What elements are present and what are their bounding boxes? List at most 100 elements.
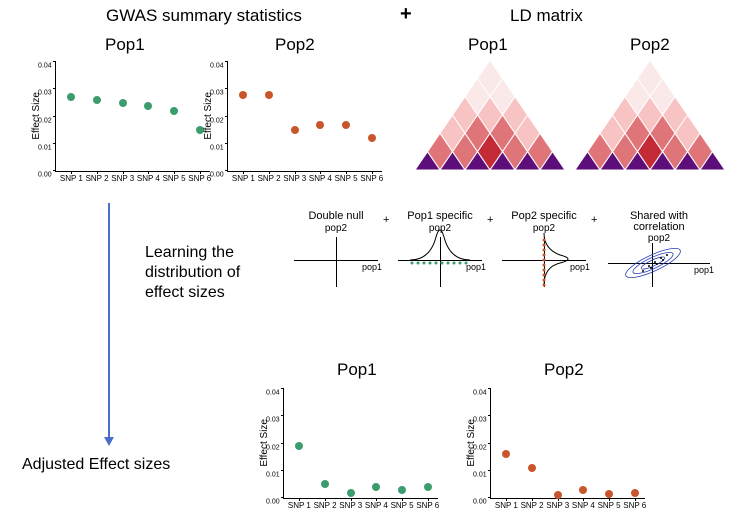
xtick-label: SNP 1 xyxy=(495,501,518,510)
xtick-label: SNP 6 xyxy=(188,174,211,183)
ytick-label: 0.04 xyxy=(210,63,224,70)
data-point xyxy=(528,464,536,472)
data-point xyxy=(554,491,562,499)
xtick-label: SNP 4 xyxy=(365,501,388,510)
ytick-label: 0.00 xyxy=(473,499,487,506)
data-point xyxy=(67,93,75,101)
dist-point xyxy=(650,267,652,269)
flow-arrow-line xyxy=(108,203,110,438)
data-point xyxy=(502,450,510,458)
dist-point xyxy=(465,262,468,265)
dist-point xyxy=(453,262,456,265)
xtick-label: SNP 1 xyxy=(288,501,311,510)
dist-plus-3: + xyxy=(591,214,597,226)
data-point xyxy=(321,480,329,488)
data-point xyxy=(295,442,303,450)
top-pop1-title: Pop1 xyxy=(105,35,145,55)
dist-point xyxy=(543,274,546,277)
dist-point xyxy=(441,262,444,265)
data-point xyxy=(368,134,376,142)
dist-point xyxy=(411,262,414,265)
xtick-label: SNP 5 xyxy=(163,174,186,183)
dist-shared: Shared with correlation pop2 pop1 xyxy=(604,215,714,293)
xtick-label: SNP 3 xyxy=(283,174,306,183)
lbl-x: pop1 xyxy=(362,262,382,272)
scatter-bot-pop1: Effect Size 0.000.010.020.030.04SNP 1SNP… xyxy=(283,389,438,499)
xtick-label: SNP 6 xyxy=(416,501,439,510)
ytick-label: 0.00 xyxy=(38,172,52,179)
dist-point xyxy=(543,259,546,262)
xtick-label: SNP 2 xyxy=(314,501,337,510)
xtick-label: SNP 5 xyxy=(335,174,358,183)
data-point xyxy=(398,486,406,494)
ellipse-icon xyxy=(604,215,714,293)
ytick-label: 0.04 xyxy=(266,390,280,397)
dist-point xyxy=(543,249,546,252)
dist-point xyxy=(429,262,432,265)
data-point xyxy=(93,96,101,104)
ytick-label: 0.03 xyxy=(38,90,52,97)
data-point xyxy=(239,91,247,99)
ytick-label: 0.02 xyxy=(266,444,280,451)
xtick-label: SNP 2 xyxy=(86,174,109,183)
data-point xyxy=(119,99,127,107)
xtick-label: SNP 3 xyxy=(339,501,362,510)
bot-pop2-title: Pop2 xyxy=(544,360,584,380)
xtick-label: SNP 4 xyxy=(137,174,160,183)
ytick-label: 0.01 xyxy=(473,471,487,478)
axis-v xyxy=(336,237,337,287)
dist-pop2-specific: Pop2 specificpop2 pop1 xyxy=(498,215,590,293)
ytick-label: 0.02 xyxy=(38,117,52,124)
xtick-label: SNP 6 xyxy=(360,174,383,183)
xtick-label: SNP 1 xyxy=(60,174,83,183)
xtick-label: SNP 5 xyxy=(598,501,621,510)
dist-point xyxy=(543,254,546,257)
ytick-label: 0.03 xyxy=(473,417,487,424)
ytick-label: 0.01 xyxy=(210,144,224,151)
data-point xyxy=(424,483,432,491)
xtick-label: SNP 4 xyxy=(309,174,332,183)
heading-gwas: GWAS summary statistics xyxy=(106,6,302,26)
scatter-top-pop1: Effect Size 0.000.010.020.030.04SNP 1SNP… xyxy=(55,62,210,172)
xtick-label: SNP 3 xyxy=(111,174,134,183)
dist-point xyxy=(642,270,644,272)
dist-point xyxy=(417,262,420,265)
dist-point xyxy=(543,244,546,247)
data-point xyxy=(347,489,355,497)
bell-curve-icon xyxy=(394,215,486,293)
plus-symbol: + xyxy=(400,3,412,26)
ytick-label: 0.04 xyxy=(38,63,52,70)
data-point xyxy=(605,490,613,498)
dist-point xyxy=(543,239,546,242)
top-pop2-title: Pop2 xyxy=(275,35,315,55)
ytick-label: 0.01 xyxy=(38,144,52,151)
dist-point xyxy=(423,262,426,265)
dist-point xyxy=(656,263,658,265)
ld-triangle-pop2 xyxy=(575,60,725,170)
data-point xyxy=(316,121,324,129)
bot-pop1-title: Pop1 xyxy=(337,360,377,380)
dist-point xyxy=(666,254,668,256)
ylabel: Effect Size xyxy=(466,419,477,467)
ytick-label: 0.00 xyxy=(210,172,224,179)
text-learn-2: distribution of xyxy=(145,263,240,283)
scatter-top-pop2: Effect Size 0.000.010.020.030.04SNP 1SNP… xyxy=(227,62,382,172)
data-point xyxy=(144,102,152,110)
ytick-label: 0.03 xyxy=(210,90,224,97)
text-adjusted: Adjusted Effect sizes xyxy=(22,455,170,475)
ytick-label: 0.04 xyxy=(473,390,487,397)
data-point xyxy=(342,121,350,129)
ytick-label: 0.02 xyxy=(473,444,487,451)
flow-arrow-head xyxy=(104,437,114,446)
ytick-label: 0.03 xyxy=(266,417,280,424)
xtick-label: SNP 3 xyxy=(546,501,569,510)
dist-point xyxy=(543,264,546,267)
ld-triangle-pop1 xyxy=(415,60,565,170)
dist-point xyxy=(543,279,546,282)
data-point xyxy=(372,483,380,491)
dist-title: Double nullpop2 xyxy=(290,211,382,234)
dist-point xyxy=(543,284,546,287)
data-point xyxy=(265,91,273,99)
xtick-label: SNP 4 xyxy=(572,501,595,510)
xtick-label: SNP 1 xyxy=(232,174,255,183)
